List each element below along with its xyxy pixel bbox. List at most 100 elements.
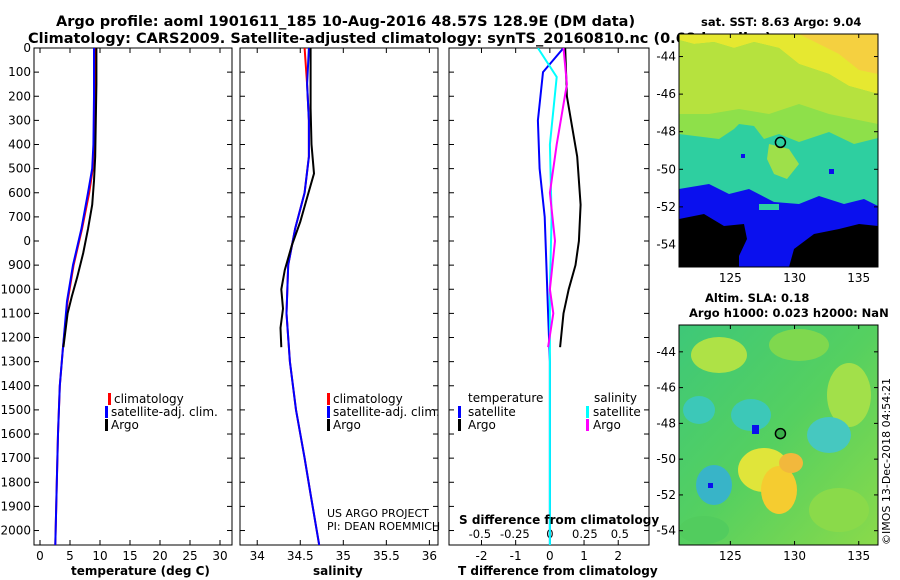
sla-map-title-line2: Argo h1000: 0.023 h2000: NaN [689,306,889,320]
legend-temp-satellite-swatch [458,406,461,418]
map-x-tick-label: 135 [847,271,870,285]
temperature-plot-frame [33,47,233,546]
salinity-legend: climatology satellite-adj. clim. Argo [327,392,440,432]
argo-location-marker [774,427,787,440]
legend-argo-swatch [105,419,108,431]
legend-argo-swatch [327,419,330,431]
x-tick-label: 30 [212,549,227,563]
top-axis-tick-label: -0.25 [500,527,530,541]
legend-sal-satellite-swatch [586,406,589,418]
map-y-tick-label: -46 [656,87,676,101]
map-y-tick-label: -44 [656,50,676,64]
x-tick-label: -1 [510,549,522,563]
x-tick-label: 5 [66,549,74,563]
y-tick-label: 2000 [0,524,31,538]
difference-lines [536,48,582,545]
legend-temp-satellite-label: satellite [468,405,516,419]
y-tick-label: 600 [8,186,31,200]
x-tick-label: 25 [182,549,197,563]
y-tick-label: 1500 [0,403,31,417]
y-tick-label: 700 [8,210,31,224]
argo-location-marker [774,136,787,149]
salinity-panel: 34 34.5 35 35.5 36 climatology satellite-adj… [239,47,440,578]
top-axis-tick-label: 0.25 [572,527,598,541]
map-y-tick-label: -48 [656,416,676,430]
figure-title-line1: Argo profile: aoml 1901611_185 10-Aug-20… [56,14,635,30]
sst-map: sat. SST: 8.63 Argo: 9.04 125 130 135 -44 -4… [656,15,879,285]
sla-map-ticks: 125 130 135 -44 -46 -48 -50 -52 -54 [656,325,878,563]
y-tick-label: 1200 [0,331,31,345]
sla-map-frame [678,324,879,546]
difference-panel: -2 -1 0 1 2-0.5 -0.25 0 0.25 0.5 temperature sat… [448,47,659,578]
x-tick-label: 10 [92,549,107,563]
top-axis-tick-label: -0.5 [469,527,491,541]
series-line-argo [279,48,316,348]
y-tick-label: 0 [23,234,31,248]
map-x-tick-label: 125 [719,549,742,563]
legend-satellite-label: satellite-adj. clim. [111,405,218,419]
sst-map-image [679,34,878,267]
figure-title-line2: Climatology: CARS2009. Satellite-adjuste… [28,31,772,47]
y-tick-label: 1400 [0,379,31,393]
y-tick-label: 1600 [0,427,31,441]
legend-satellite-swatch [105,406,108,418]
difference-legend: temperature satellite Argo salinity sate… [458,391,641,432]
x-tick-label: 35 [336,549,351,563]
temperature-xlabel: temperature (deg C) [71,564,210,578]
x-tick-label: 34 [250,549,265,563]
series-line-temperature-argo [559,48,582,348]
map-y-tick-label: -54 [656,237,676,251]
map-y-tick-label: -48 [656,125,676,139]
map-y-tick-label: -50 [656,452,676,466]
credit-pi: PI: DEAN ROEMMICH [327,520,440,533]
legend-argo-label: Argo [333,418,361,432]
salinity-xlabel: salinity [313,564,363,578]
credit-project: US ARGO PROJECT [327,507,429,520]
imos-credit: ©IMOS 13-Dec-2018 04:54:21 [880,378,893,545]
y-tick-label: 1800 [0,475,31,489]
temperature-legend: climatology satellite-adj. clim. Argo [105,392,218,432]
series-line-argo [62,48,98,348]
sla-map: Altim. SLA: 0.18 Argo h1000: 0.023 h2000… [656,291,893,563]
y-tick-label: 500 [8,162,31,176]
legend-argo-label: Argo [111,418,139,432]
x-tick-label: 1 [580,549,588,563]
y-tick-label: 1300 [0,355,31,369]
legend-climatology-swatch [327,393,330,405]
series-line-satellite-adj-clim- [285,48,321,545]
sla-map-title-line1: Altim. SLA: 0.18 [705,291,809,305]
x-tick-label: 2 [614,549,622,563]
x-tick-label: 20 [152,549,167,563]
salinity-ticks: 34 34.5 35 35.5 36 [240,47,438,563]
y-tick-label: 100 [8,65,31,79]
temperature-panel: 0100200300400500600700090010001100120013… [0,41,233,578]
map-x-tick-label: 125 [719,271,742,285]
x-tick-label: -2 [475,549,487,563]
salinity-plot-frame [239,47,439,546]
temperature-ticks: 0100200300400500600700090010001100120013… [0,41,232,563]
y-tick-label: 200 [8,89,31,103]
series-line-satellite-adj-clim- [54,48,95,545]
sst-map-ticks: 125 130 135 -44 -46 -48 -50 -52 -54 [656,34,878,285]
y-tick-label: 400 [8,138,31,152]
x-tick-label: 34.5 [287,549,314,563]
legend-satellite-swatch [327,406,330,418]
y-tick-label: 1100 [0,306,31,320]
map-y-tick-label: -50 [656,162,676,176]
difference-xlabel: T difference from climatology [458,564,658,578]
sst-map-frame [678,33,879,268]
map-y-tick-label: -52 [656,200,676,214]
series-line-salinity-argo [547,48,568,348]
map-y-tick-label: -44 [656,345,676,359]
map-y-tick-label: -52 [656,488,676,502]
x-tick-label: 15 [122,549,137,563]
legend-temp-argo-swatch [458,419,461,431]
legend-satellite-label: satellite-adj. clim. [333,405,440,419]
map-x-tick-label: 130 [783,271,806,285]
x-tick-label: 36 [422,549,437,563]
x-tick-label: 0 [546,549,554,563]
legend-sal-argo-swatch [586,419,589,431]
temperature-lines [54,48,98,545]
legend-climatology-label: climatology [114,392,184,406]
